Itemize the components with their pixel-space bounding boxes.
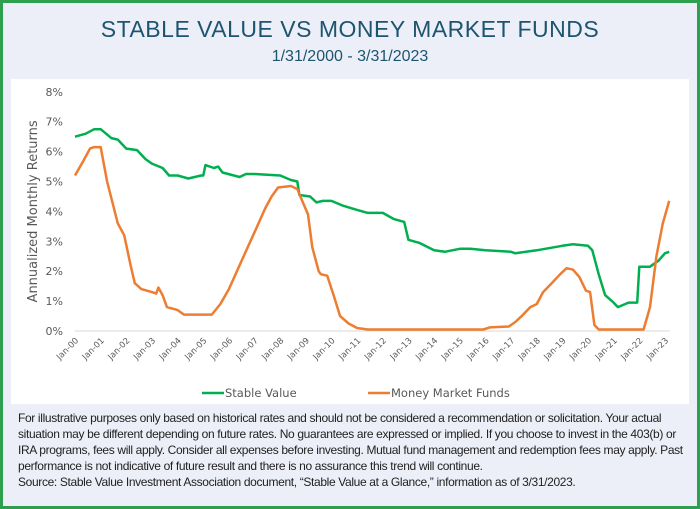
y-tick-label: 2% (46, 265, 63, 278)
disclaimer: For illustrative purposes only based on … (18, 410, 688, 490)
y-tick-label: 6% (46, 146, 63, 159)
x-tick-label: Jan-00 (54, 336, 81, 363)
x-tick-label: Jan-10 (311, 336, 338, 363)
x-tick-label: Jan-22 (619, 336, 646, 363)
x-tick-label: Jan-17 (490, 336, 517, 363)
x-tick-label: Jan-12 (362, 336, 389, 363)
chart-title: STABLE VALUE VS MONEY MARKET FUNDS (100, 16, 600, 42)
x-tick-label: Jan-16 (465, 336, 492, 363)
line-chart: 0% 1% 2% 3% 4% 5% 6% 7% 8% Annualized Monthly Ret… (26, 86, 671, 400)
x-tick-label: Jan-06 (208, 336, 235, 363)
x-tick-label: Jan-13 (388, 336, 415, 363)
x-tick-label: Jan-23 (644, 336, 671, 363)
chart-panel: 0% 1% 2% 3% 4% 5% 6% 7% 8% Annualized Monthly Ret… (11, 79, 689, 404)
y-axis-title: Annualized Monthly Returns (26, 120, 41, 302)
legend-label: Money Market Funds (391, 386, 510, 400)
legend-label: Stable Value (225, 386, 297, 400)
y-tick-label: 1% (46, 295, 63, 308)
x-tick-label: Jan-05 (183, 336, 210, 363)
y-tick-label: 3% (46, 235, 63, 248)
x-tick-label: Jan-02 (106, 336, 133, 363)
source-line: Source: Stable Value Investment Associat… (18, 475, 576, 489)
y-tick-label: 0% (46, 325, 63, 338)
disclaimer-line: For illustrative purposes only based on … (18, 411, 662, 425)
x-tick-label: Jan-11 (336, 336, 363, 363)
x-tick-label: Jan-14 (413, 336, 440, 363)
x-tick-label: Jan-20 (567, 336, 594, 363)
disclaimer-line: IRA programs, fees will apply. Consider … (18, 443, 683, 457)
x-tick-label: Jan-21 (593, 336, 620, 363)
x-tick-label: Jan-07 (234, 336, 261, 363)
x-tick-label: Jan-15 (439, 336, 466, 363)
series-line-money-market-funds (73, 145, 671, 331)
x-tick-label: Jan-09 (285, 336, 312, 363)
series-line-stable-value (74, 127, 670, 309)
y-tick-label: 7% (46, 116, 63, 129)
y-tick-label: 8% (46, 86, 63, 99)
x-tick-label: Jan-18 (516, 336, 543, 363)
y-tick-label: 4% (46, 205, 63, 218)
x-tick-label: Jan-04 (157, 336, 184, 363)
disclaimer-line: situation may be different depending on … (18, 427, 676, 441)
x-tick-label: Jan-01 (80, 336, 107, 363)
x-tick-label: Jan-08 (259, 336, 286, 363)
x-tick-label: Jan-19 (542, 336, 569, 363)
chart-subtitle: 1/31/2000 - 3/31/2023 (271, 48, 429, 65)
y-tick-label: 5% (46, 176, 63, 189)
x-tick-label: Jan-03 (131, 336, 158, 363)
disclaimer-line: performance is not indicative of future … (18, 459, 483, 473)
